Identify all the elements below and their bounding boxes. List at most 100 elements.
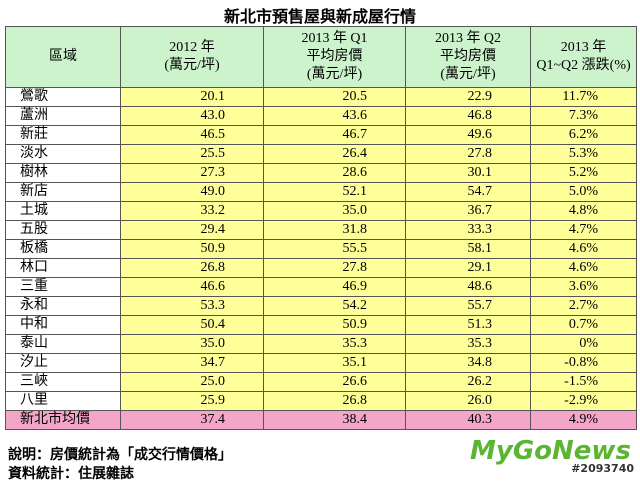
value-cell: 50.4 <box>120 315 264 335</box>
header-row: 區域 2012 年 (萬元/坪) 2013 年 Q1 平均房價 (萬元/坪) 2013 年 … <box>5 26 637 88</box>
district-cell: 泰山 <box>5 334 121 354</box>
value-cell: 50.9 <box>263 315 406 335</box>
header-line: Q1~Q2 漲跌(%) <box>536 58 631 73</box>
value-cell: 26.6 <box>263 372 406 392</box>
data-row: 樹林 27.3 28.6 30.1 5.2% <box>5 163 637 183</box>
value-cell: 54.7 <box>405 182 531 202</box>
value-cell: 27.3 <box>120 163 264 183</box>
value-cell: 34.8 <box>405 353 531 373</box>
value-cell: 26.0 <box>405 391 531 411</box>
value-cell: 27.8 <box>263 258 406 278</box>
value-cell: 5.2% <box>530 163 637 183</box>
value-cell: 35.1 <box>263 353 406 373</box>
data-row: 永和 53.3 54.2 55.7 2.7% <box>5 296 637 316</box>
header-cell: 2012 年 (萬元/坪) <box>120 26 264 88</box>
value-cell: 55.5 <box>263 239 406 259</box>
district-cell: 新店 <box>5 182 121 202</box>
district-cell: 板橋 <box>5 239 121 259</box>
header-cell: 2013 年 Q2 平均房價 (萬元/坪) <box>405 26 531 88</box>
value-cell: 3.6% <box>530 277 637 297</box>
header-cell: 2013 年 Q1 平均房價 (萬元/坪) <box>263 26 406 88</box>
value-cell: 4.8% <box>530 201 637 221</box>
value-cell: 25.0 <box>120 372 264 392</box>
value-cell: 53.3 <box>120 296 264 316</box>
value-cell: 49.0 <box>120 182 264 202</box>
district-cell: 新莊 <box>5 125 121 145</box>
header-cell: 2013 年 Q1~Q2 漲跌(%) <box>530 26 637 88</box>
value-cell: 52.1 <box>263 182 406 202</box>
data-row: 鶯歌 20.1 20.5 22.9 11.7% <box>5 87 637 107</box>
value-cell: 29.4 <box>120 220 264 240</box>
district-cell: 蘆洲 <box>5 106 121 126</box>
data-row: 土城 33.2 35.0 36.7 4.8% <box>5 201 637 221</box>
value-cell: 58.1 <box>405 239 531 259</box>
average-row: 新北市均價 37.4 38.4 40.3 4.9% <box>5 410 637 430</box>
data-row: 泰山 35.0 35.3 35.3 0% <box>5 334 637 354</box>
price-table: 區域 2012 年 (萬元/坪) 2013 年 Q1 平均房價 (萬元/坪) 2013 年 … <box>5 26 637 430</box>
value-cell: 46.8 <box>405 106 531 126</box>
header-line: (萬元/坪) <box>164 58 220 73</box>
value-cell: 4.9% <box>530 410 637 430</box>
value-cell: -2.9% <box>530 391 637 411</box>
value-cell: 35.0 <box>120 334 264 354</box>
header-cell: 區域 <box>5 26 121 88</box>
header-line: 2013 年 Q1 <box>301 31 368 46</box>
district-cell: 樹林 <box>5 163 121 183</box>
data-row: 林口 26.8 27.8 29.1 4.6% <box>5 258 637 278</box>
data-row: 蘆洲 43.0 43.6 46.8 7.3% <box>5 106 637 126</box>
value-cell: 40.3 <box>405 410 531 430</box>
value-cell: 7.3% <box>530 106 637 126</box>
value-cell: 25.5 <box>120 144 264 164</box>
value-cell: 30.1 <box>405 163 531 183</box>
value-cell: 46.7 <box>263 125 406 145</box>
value-cell: 0.7% <box>530 315 637 335</box>
data-row: 板橋 50.9 55.5 58.1 4.6% <box>5 239 637 259</box>
value-cell: 20.5 <box>263 87 406 107</box>
value-cell: 26.8 <box>263 391 406 411</box>
data-row: 新莊 46.5 46.7 49.6 6.2% <box>5 125 637 145</box>
value-cell: -0.8% <box>530 353 637 373</box>
value-cell: 31.8 <box>263 220 406 240</box>
value-cell: 2.7% <box>530 296 637 316</box>
district-cell: 汐止 <box>5 353 121 373</box>
value-cell: 4.7% <box>530 220 637 240</box>
value-cell: 28.6 <box>263 163 406 183</box>
logo: MyGoNews <box>470 436 631 466</box>
header-line: 平均房價 <box>440 49 496 64</box>
district-cell: 八里 <box>5 391 121 411</box>
district-cell: 三峽 <box>5 372 121 392</box>
value-cell: 49.6 <box>405 125 531 145</box>
district-cell: 新北市均價 <box>5 410 121 430</box>
value-cell: 43.6 <box>263 106 406 126</box>
value-cell: 20.1 <box>120 87 264 107</box>
value-cell: 26.4 <box>263 144 406 164</box>
data-row: 三峽 25.0 26.6 26.2 -1.5% <box>5 372 637 392</box>
district-cell: 中和 <box>5 315 121 335</box>
data-row: 八里 25.9 26.8 26.0 -2.9% <box>5 391 637 411</box>
value-cell: 22.9 <box>405 87 531 107</box>
data-row: 新店 49.0 52.1 54.7 5.0% <box>5 182 637 202</box>
header-line: 平均房價 <box>306 49 363 64</box>
district-cell: 五股 <box>5 220 121 240</box>
value-cell: 5.0% <box>530 182 637 202</box>
district-cell: 林口 <box>5 258 121 278</box>
header-line: 2012 年 <box>169 40 215 55</box>
value-cell: 34.7 <box>120 353 264 373</box>
image-id: #2093740 <box>571 462 634 475</box>
header-line: 區域 <box>49 49 77 64</box>
value-cell: 38.4 <box>263 410 406 430</box>
data-row: 五股 29.4 31.8 33.3 4.7% <box>5 220 637 240</box>
value-cell: 50.9 <box>120 239 264 259</box>
value-cell: 46.5 <box>120 125 264 145</box>
district-cell: 永和 <box>5 296 121 316</box>
title: 新北市預售屋與新成屋行情 <box>223 9 416 26</box>
value-cell: 26.2 <box>405 372 531 392</box>
data-row: 淡水 25.5 26.4 27.8 5.3% <box>5 144 637 164</box>
value-cell: 35.3 <box>405 334 531 354</box>
value-cell: 33.3 <box>405 220 531 240</box>
value-cell: 25.9 <box>120 391 264 411</box>
data-row: 汐止 34.7 35.1 34.8 -0.8% <box>5 353 637 373</box>
value-cell: 4.6% <box>530 258 637 278</box>
header-line: (萬元/坪) <box>440 67 496 82</box>
